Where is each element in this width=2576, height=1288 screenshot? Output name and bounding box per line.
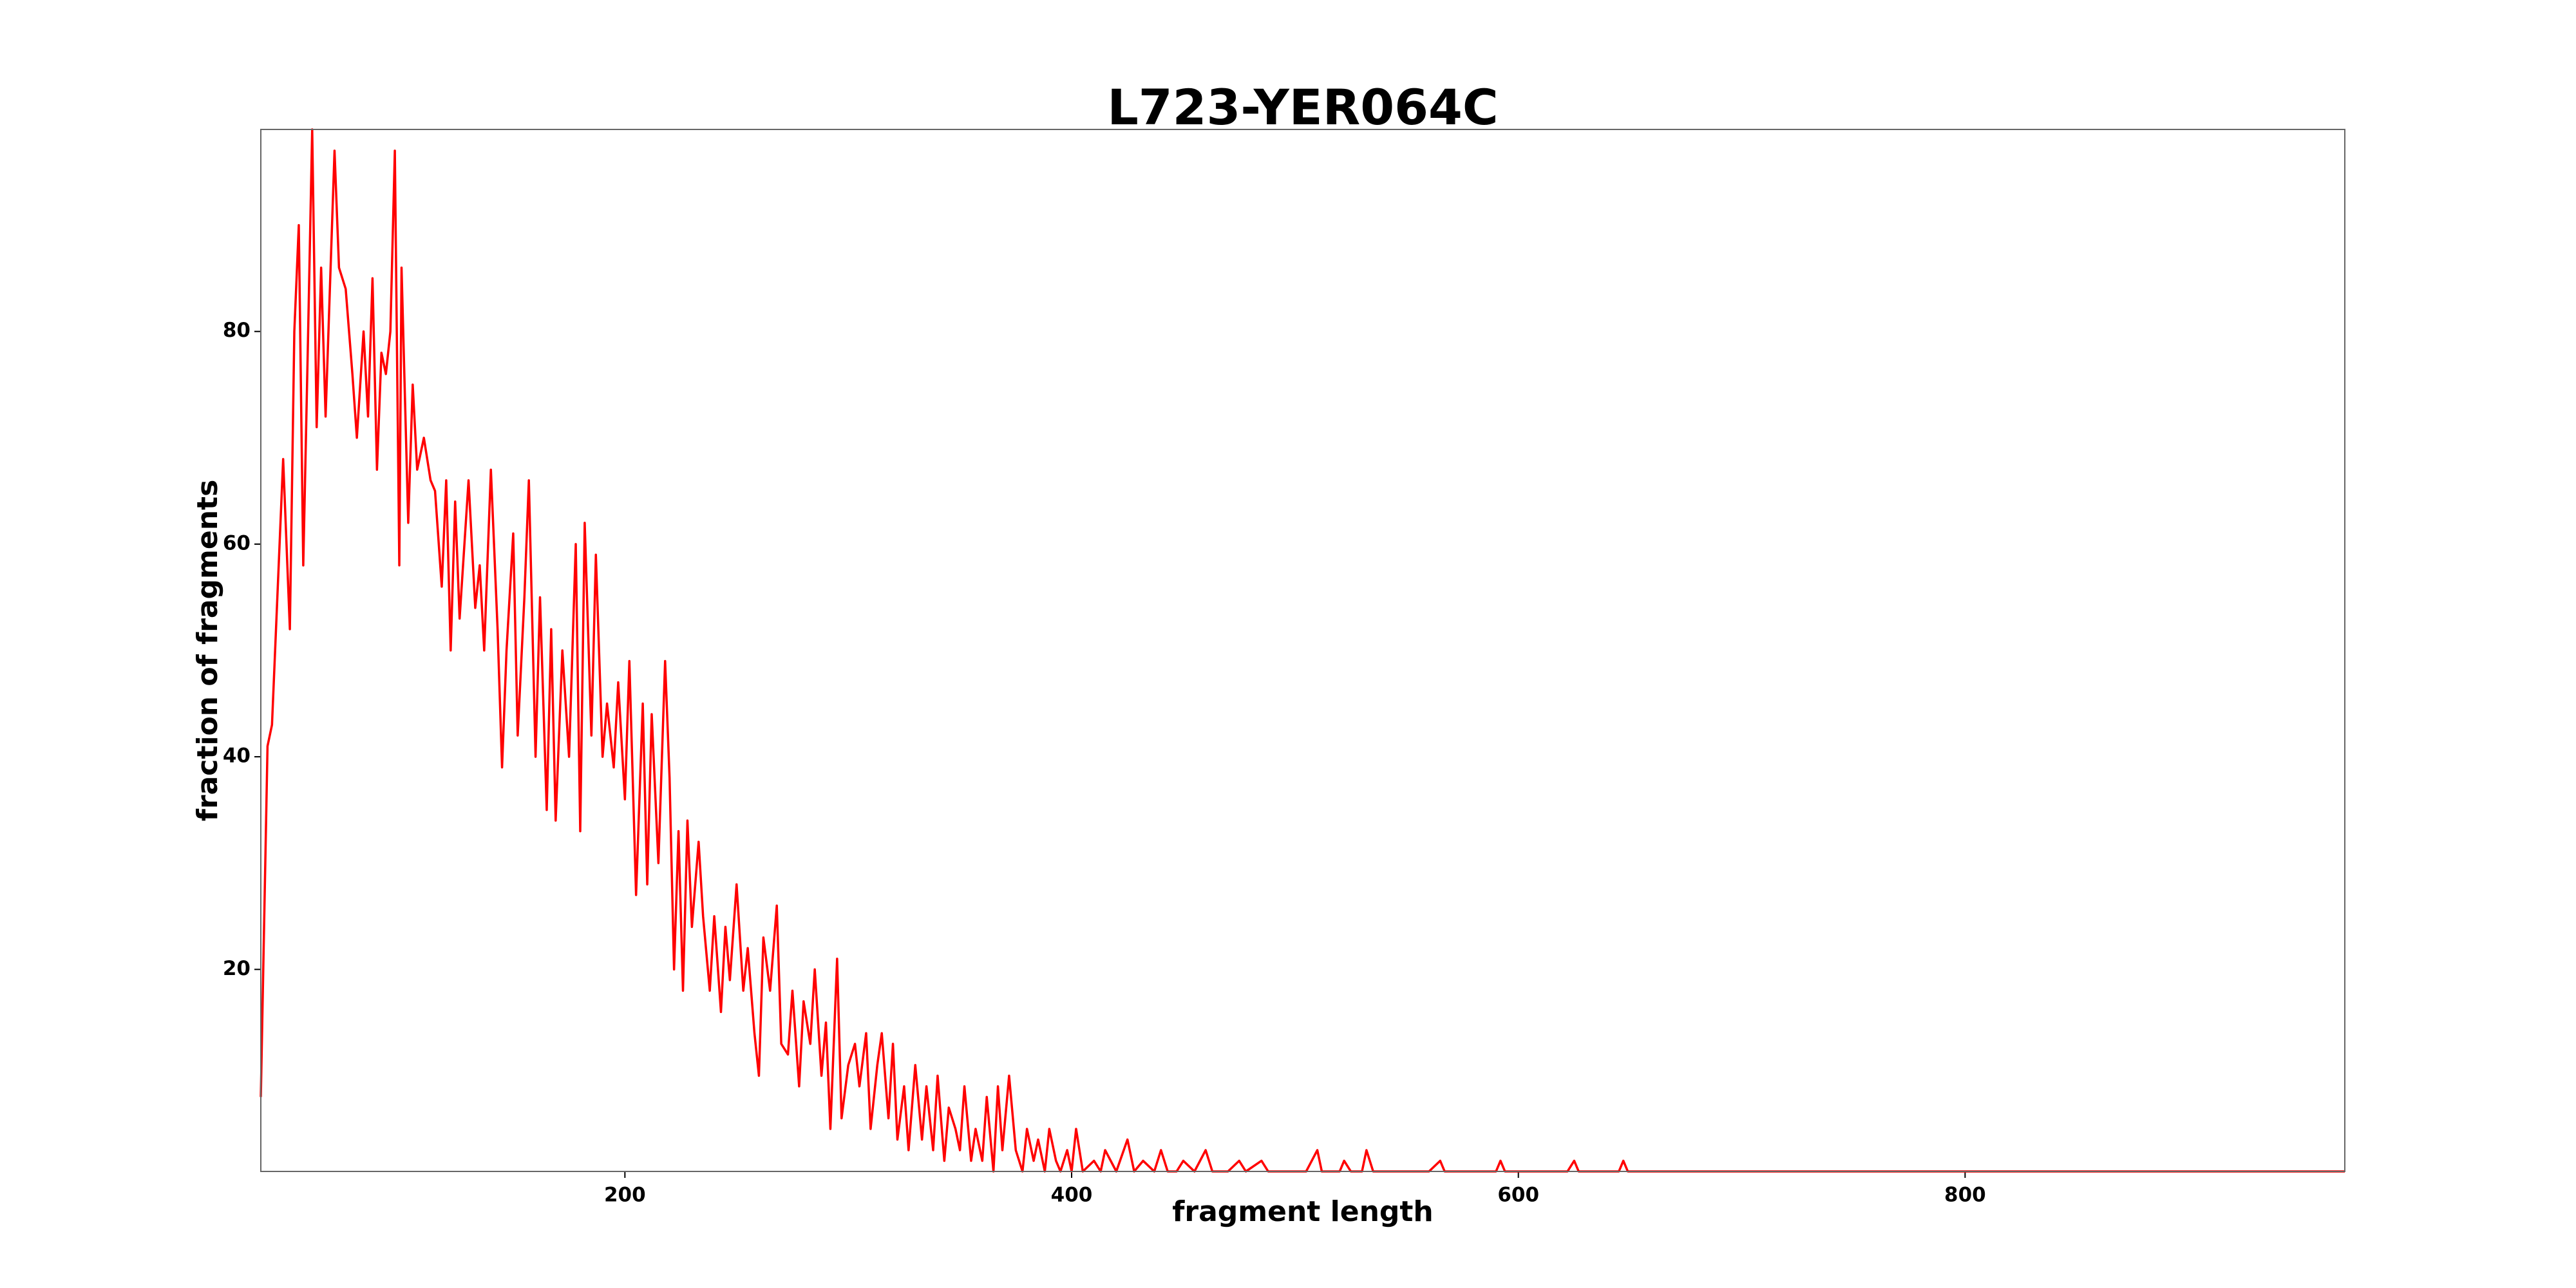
x-axis-label: fragment length [1172,1195,1434,1228]
x-tick-label: 200 [604,1184,646,1207]
y-axis-label: fraction of fragments [191,480,224,822]
plot-frame [260,129,2345,1172]
x-tick-label: 800 [1944,1184,1986,1207]
chart-title: L723-YER064C [1107,79,1498,136]
y-tick-label: 60 [223,531,251,554]
y-tick-label: 20 [223,957,251,980]
y-tick-label: 80 [223,319,251,342]
y-tick-label: 40 [223,744,251,768]
x-tick-label: 400 [1051,1184,1093,1207]
x-tick-label: 600 [1497,1184,1539,1207]
